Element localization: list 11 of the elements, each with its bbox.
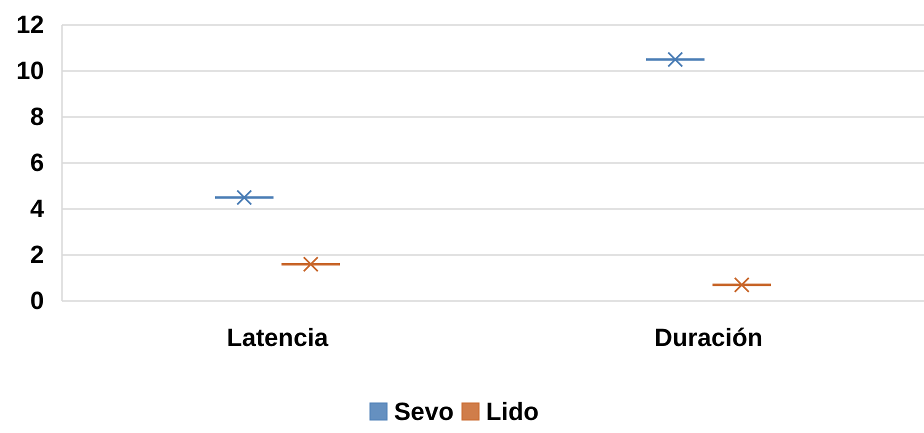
y-tick-label: 10 <box>16 57 44 85</box>
legend-label: Lido <box>486 398 539 426</box>
y-tick-label: 8 <box>30 103 44 131</box>
y-tick-label: 4 <box>30 195 44 223</box>
y-tick-label: 6 <box>30 149 44 177</box>
y-tick-label: 2 <box>30 241 44 269</box>
x-tick-label: Duración <box>654 324 763 352</box>
y-tick-label: 0 <box>30 287 44 315</box>
legend-label: Sevo <box>394 398 454 426</box>
y-tick-label: 12 <box>16 11 44 39</box>
x-tick-label: Latencia <box>226 324 330 352</box>
